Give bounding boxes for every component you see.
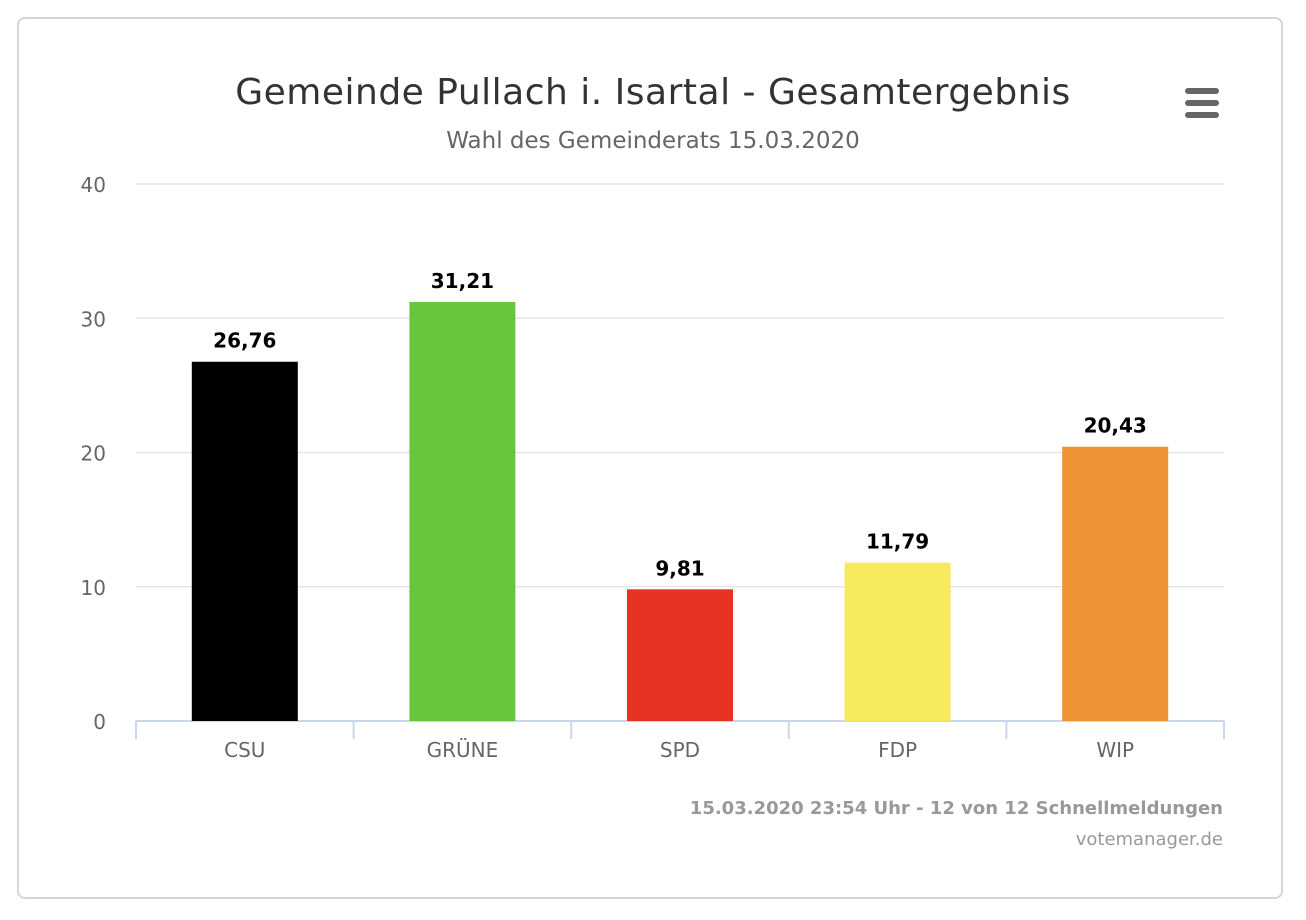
update-status: 15.03.2020 23:54 Uhr - 12 von 12 Schnell… — [689, 798, 1223, 819]
data-label: 9,81 — [655, 556, 704, 580]
x-category-label: FDP — [878, 738, 917, 762]
chart-title: Gemeinde Pullach i. Isartal - Gesamterge… — [235, 72, 1071, 113]
data-label: 20,43 — [1084, 414, 1147, 438]
y-tick-label: 20 — [81, 442, 106, 466]
y-tick-label: 10 — [81, 576, 106, 600]
bar-spd — [627, 589, 733, 721]
y-tick-label: 0 — [93, 710, 106, 734]
data-label: 26,76 — [213, 329, 276, 353]
y-tick-label: 30 — [81, 307, 106, 331]
menu-line — [1185, 112, 1219, 118]
menu-line — [1185, 88, 1219, 94]
bar-csu — [191, 361, 298, 721]
y-tick-label: 40 — [81, 173, 106, 197]
data-label: 11,79 — [866, 530, 929, 554]
bar-wip — [1062, 446, 1169, 721]
source-link[interactable]: votemanager.de — [1075, 829, 1223, 850]
hamburger-menu-icon[interactable] — [1180, 86, 1224, 120]
x-category-label: GRÜNE — [427, 738, 499, 762]
menu-line — [1185, 100, 1219, 106]
bar-grüne — [409, 302, 516, 721]
x-category-label: SPD — [660, 738, 700, 762]
x-category-label: WIP — [1096, 738, 1134, 762]
x-category-label: CSU — [224, 738, 265, 762]
data-label: 31,21 — [431, 269, 494, 293]
bar-fdp — [844, 562, 951, 721]
chart-subtitle: Wahl des Gemeinderats 15.03.2020 — [446, 128, 860, 154]
